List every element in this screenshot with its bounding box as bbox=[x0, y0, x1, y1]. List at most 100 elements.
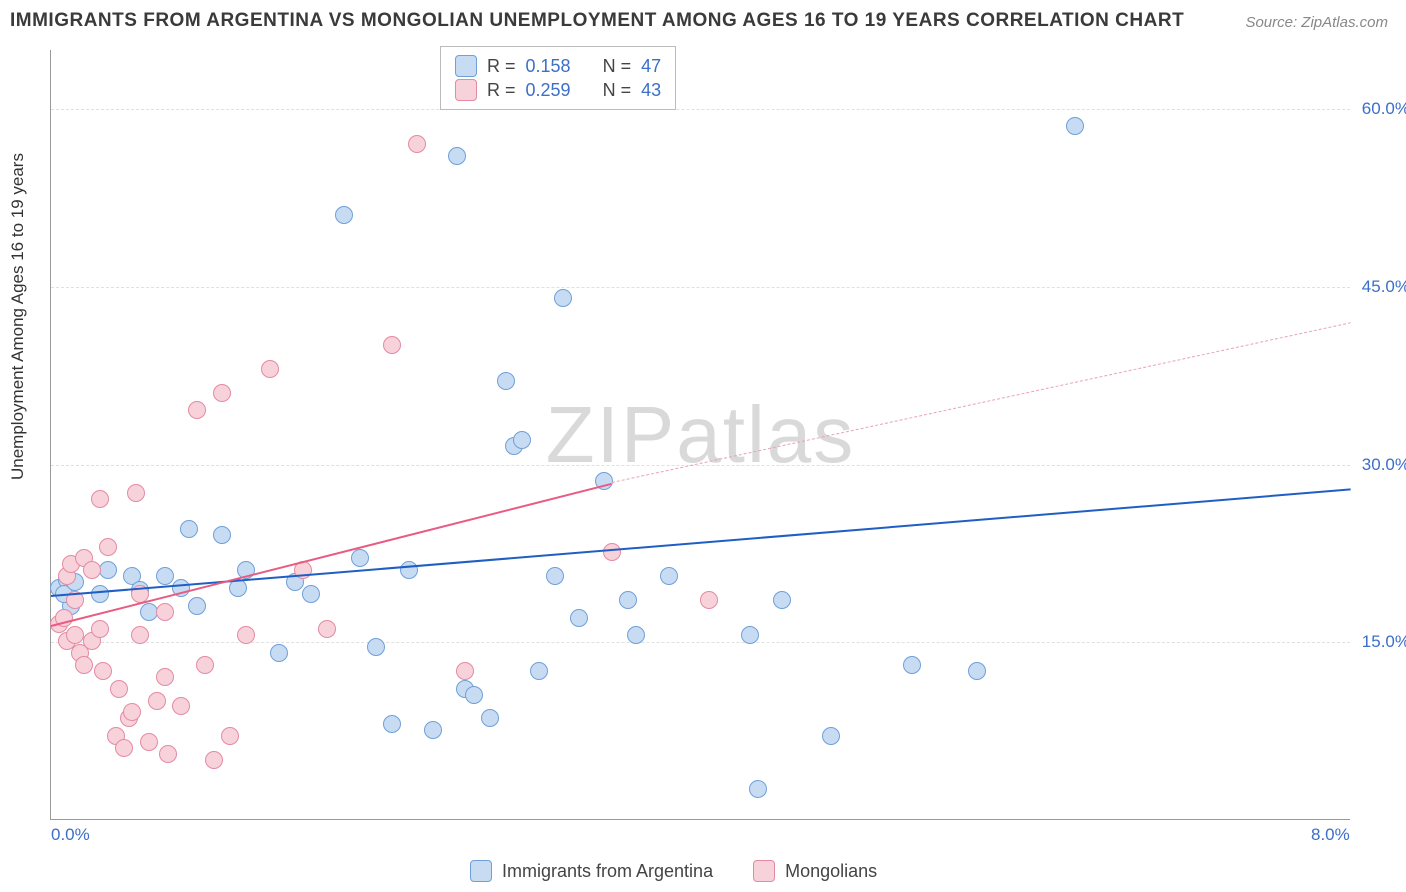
scatter-point bbox=[94, 662, 112, 680]
source-label: Source: ZipAtlas.com bbox=[1245, 14, 1388, 31]
trend-line bbox=[51, 482, 612, 626]
scatter-point bbox=[968, 662, 986, 680]
legend-stats-row-2: R = 0.259 N = 43 bbox=[455, 79, 661, 101]
scatter-point bbox=[456, 662, 474, 680]
scatter-point bbox=[530, 662, 548, 680]
scatter-point bbox=[123, 703, 141, 721]
scatter-point bbox=[99, 561, 117, 579]
scatter-point bbox=[99, 538, 117, 556]
y-tick-label: 30.0% bbox=[1362, 455, 1406, 475]
scatter-point bbox=[400, 561, 418, 579]
legend-item-1: Immigrants from Argentina bbox=[470, 860, 713, 882]
legend-swatch-series-1 bbox=[470, 860, 492, 882]
legend-stats: R = 0.158 N = 47 R = 0.259 N = 43 bbox=[440, 46, 676, 110]
scatter-point bbox=[749, 780, 767, 798]
r-label-1: R = bbox=[487, 56, 516, 77]
scatter-point bbox=[302, 585, 320, 603]
scatter-point bbox=[237, 626, 255, 644]
legend-label-2: Mongolians bbox=[785, 861, 877, 882]
scatter-point bbox=[83, 561, 101, 579]
scatter-point bbox=[408, 135, 426, 153]
scatter-point bbox=[481, 709, 499, 727]
scatter-point bbox=[318, 620, 336, 638]
y-axis-label: Unemployment Among Ages 16 to 19 years bbox=[8, 153, 28, 480]
x-tick-label: 8.0% bbox=[1311, 825, 1350, 845]
scatter-point bbox=[221, 727, 239, 745]
n-label-1: N = bbox=[603, 56, 632, 77]
chart-container: IMMIGRANTS FROM ARGENTINA VS MONGOLIAN U… bbox=[0, 0, 1406, 892]
grid-line bbox=[51, 109, 1350, 110]
scatter-point bbox=[156, 603, 174, 621]
r-value-2: 0.259 bbox=[526, 80, 571, 101]
scatter-point bbox=[383, 715, 401, 733]
scatter-point bbox=[188, 597, 206, 615]
legend-stats-row-1: R = 0.158 N = 47 bbox=[455, 55, 661, 77]
scatter-point bbox=[513, 431, 531, 449]
scatter-point bbox=[700, 591, 718, 609]
trend-line-extension bbox=[612, 322, 1352, 483]
y-tick-label: 60.0% bbox=[1362, 99, 1406, 119]
scatter-point bbox=[156, 668, 174, 686]
scatter-point bbox=[570, 609, 588, 627]
scatter-point bbox=[91, 585, 109, 603]
x-tick-label: 0.0% bbox=[51, 825, 90, 845]
watermark: ZIPatlas bbox=[546, 389, 855, 481]
scatter-point bbox=[213, 526, 231, 544]
n-value-1: 47 bbox=[641, 56, 661, 77]
scatter-point bbox=[335, 206, 353, 224]
legend-swatch-2 bbox=[455, 79, 477, 101]
scatter-point bbox=[172, 697, 190, 715]
legend-series: Immigrants from Argentina Mongolians bbox=[470, 860, 877, 882]
scatter-point bbox=[773, 591, 791, 609]
scatter-point bbox=[424, 721, 442, 739]
scatter-point bbox=[270, 644, 288, 662]
scatter-point bbox=[660, 567, 678, 585]
scatter-point bbox=[822, 727, 840, 745]
scatter-point bbox=[156, 567, 174, 585]
legend-swatch-series-2 bbox=[753, 860, 775, 882]
scatter-point bbox=[213, 384, 231, 402]
scatter-point bbox=[196, 656, 214, 674]
legend-swatch-1 bbox=[455, 55, 477, 77]
scatter-point bbox=[261, 360, 279, 378]
trend-line bbox=[51, 488, 1351, 597]
scatter-point bbox=[554, 289, 572, 307]
scatter-point bbox=[497, 372, 515, 390]
y-tick-label: 45.0% bbox=[1362, 277, 1406, 297]
r-value-1: 0.158 bbox=[526, 56, 571, 77]
scatter-point bbox=[741, 626, 759, 644]
legend-label-1: Immigrants from Argentina bbox=[502, 861, 713, 882]
scatter-point bbox=[367, 638, 385, 656]
scatter-point bbox=[465, 686, 483, 704]
scatter-point bbox=[627, 626, 645, 644]
scatter-point bbox=[91, 620, 109, 638]
scatter-point bbox=[180, 520, 198, 538]
grid-line bbox=[51, 465, 1350, 466]
n-value-2: 43 bbox=[641, 80, 661, 101]
scatter-point bbox=[383, 336, 401, 354]
scatter-point bbox=[140, 733, 158, 751]
scatter-point bbox=[159, 745, 177, 763]
scatter-point bbox=[188, 401, 206, 419]
scatter-point bbox=[91, 490, 109, 508]
scatter-point bbox=[448, 147, 466, 165]
grid-line bbox=[51, 287, 1350, 288]
scatter-point bbox=[205, 751, 223, 769]
scatter-point bbox=[603, 543, 621, 561]
scatter-point bbox=[127, 484, 145, 502]
legend-item-2: Mongolians bbox=[753, 860, 877, 882]
scatter-point bbox=[1066, 117, 1084, 135]
scatter-point bbox=[546, 567, 564, 585]
scatter-point bbox=[619, 591, 637, 609]
scatter-point bbox=[148, 692, 166, 710]
scatter-point bbox=[131, 626, 149, 644]
y-tick-label: 15.0% bbox=[1362, 632, 1406, 652]
plot-area: ZIPatlas 15.0%30.0%45.0%60.0%0.0%8.0% bbox=[50, 50, 1350, 820]
scatter-point bbox=[75, 656, 93, 674]
n-label-2: N = bbox=[603, 80, 632, 101]
scatter-point bbox=[351, 549, 369, 567]
chart-title: IMMIGRANTS FROM ARGENTINA VS MONGOLIAN U… bbox=[10, 10, 1184, 32]
r-label-2: R = bbox=[487, 80, 516, 101]
scatter-point bbox=[115, 739, 133, 757]
scatter-point bbox=[110, 680, 128, 698]
